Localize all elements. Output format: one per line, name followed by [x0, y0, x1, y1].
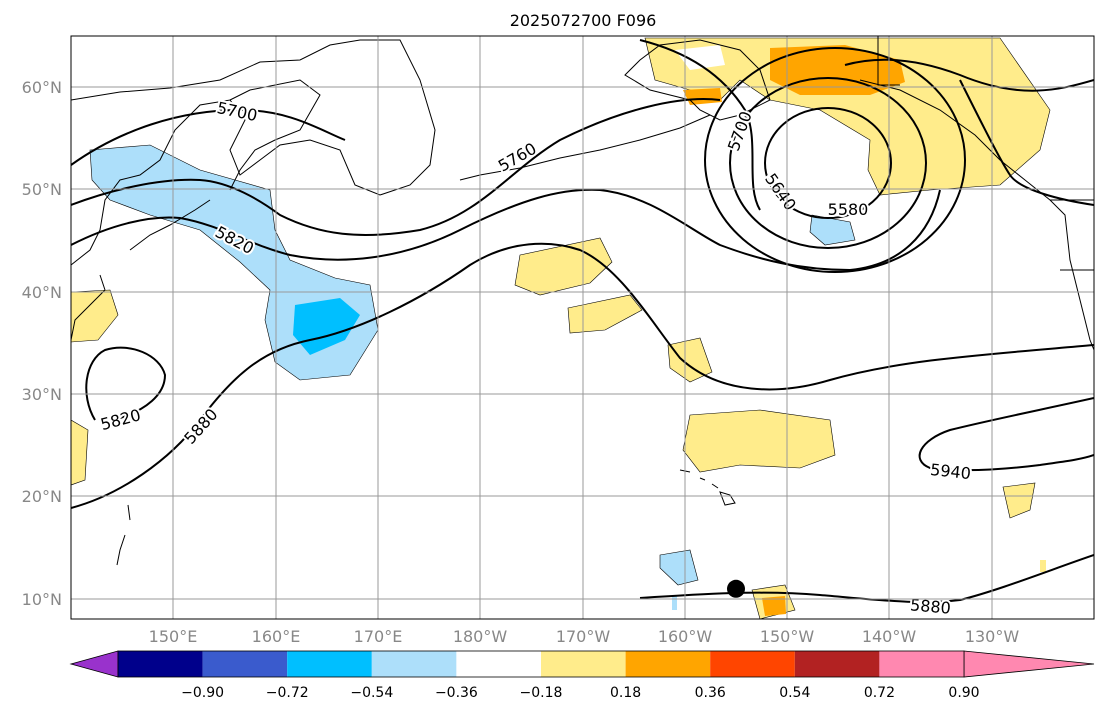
positive-anomaly-region	[567, 294, 643, 334]
storm-center-marker	[727, 579, 745, 598]
border-line	[877, 36, 1094, 271]
colorbar-frame	[117, 650, 965, 678]
colorbar-bin	[118, 651, 203, 677]
contour-5820-east	[959, 79, 1094, 206]
contour-5700-west	[71, 108, 346, 166]
colorbar-bin	[625, 651, 711, 677]
low-center-contour-1	[764, 107, 892, 219]
lat-tick-label: 50°N	[22, 180, 62, 199]
colorbar-tick-label: 0.72	[864, 685, 895, 701]
negative-anomaly-region	[809, 214, 856, 246]
colorbar-bin	[202, 651, 288, 677]
coastlines	[71, 36, 1094, 566]
contour-5940	[918, 397, 1094, 472]
colorbar-tick-label: 0.36	[695, 685, 726, 701]
colorbar-tick-label: −0.36	[435, 685, 478, 701]
strong-positive-anomaly-region	[683, 88, 722, 105]
map-title: 2025072700 F096	[510, 11, 657, 30]
height-contours	[71, 39, 1094, 604]
colorbar-bin	[879, 651, 964, 677]
lat-tick-label: 10°N	[22, 590, 62, 609]
lon-tick-label: 150°W	[760, 627, 815, 646]
lat-tick-label: 20°N	[22, 487, 62, 506]
lon-tick-label: 140°W	[862, 627, 917, 646]
negative-anomaly-region	[672, 596, 677, 610]
japan-coastline	[71, 274, 106, 341]
colorbar-tick-label: −0.18	[520, 685, 563, 701]
colorbar-ticks: −0.90 −0.72 −0.54 −0.36 −0.18 0.18 0.36 …	[181, 685, 979, 701]
contour-label: 5580	[828, 200, 869, 219]
colorbar-tick-label: 0.54	[779, 685, 810, 701]
lon-tick-label: 170°E	[354, 627, 403, 646]
longitude-labels: 150°E 160°E 170°E 180°W 170°W 160°W 150°…	[149, 627, 1020, 646]
positive-anomaly-region	[682, 409, 836, 473]
colorbar: −0.90 −0.72 −0.54 −0.36 −0.18 0.18 0.36 …	[69, 650, 1095, 701]
lon-tick-label: 170°W	[556, 627, 611, 646]
contour-5760-west	[71, 98, 721, 236]
shaded-anomalies	[71, 37, 1051, 619]
colorbar-tick-label: 0.90	[948, 685, 979, 701]
colorbar-tick-label: −0.54	[350, 685, 393, 701]
kuril-islands	[129, 199, 211, 251]
map-frame	[70, 35, 1095, 620]
lon-tick-label: 160°E	[252, 627, 301, 646]
latitude-labels: 60°N 50°N 40°N 30°N 20°N 10°N	[22, 78, 62, 609]
lon-tick-label: 160°W	[658, 627, 713, 646]
colorbar-tick-label: −0.72	[266, 685, 309, 701]
positive-anomaly-region	[71, 419, 89, 486]
contour-5700-east	[639, 39, 761, 211]
colorbar-bin	[371, 651, 457, 677]
colorbar-tick-label: −0.90	[181, 685, 224, 701]
positive-anomaly-region	[514, 237, 613, 296]
positive-anomaly-region	[1040, 560, 1046, 572]
contour-5820-south-loop	[85, 346, 167, 421]
colorbar-tick-label: 0.18	[610, 685, 641, 701]
colorbar-extend-low	[69, 650, 119, 678]
positive-anomaly-region	[667, 337, 713, 383]
lon-tick-label: 130°W	[965, 627, 1020, 646]
low-center-contour-3	[704, 47, 966, 273]
aleutian-islands	[459, 114, 711, 181]
strong-positive-anomaly-region	[762, 596, 786, 616]
colorbar-bin	[456, 651, 541, 677]
lon-tick-label: 180°W	[453, 627, 508, 646]
lat-tick-label: 60°N	[22, 78, 62, 97]
colorbar-bin	[794, 651, 880, 677]
colorbar-bin	[710, 651, 795, 677]
marianas-islands	[116, 504, 131, 566]
neutral-region	[675, 45, 725, 70]
gridlines	[71, 36, 1094, 619]
north-america-coastline	[859, 79, 1094, 351]
lat-tick-label: 40°N	[22, 283, 62, 302]
contour-5880	[71, 242, 1094, 509]
contour-5760-east	[844, 58, 1094, 92]
lat-tick-label: 30°N	[22, 385, 62, 404]
map-area: 5700 5760 5700 5640 5580 5820 5820 5880 …	[71, 36, 1094, 619]
colorbar-bin	[287, 651, 372, 677]
contour-5820	[71, 188, 941, 272]
colorbar-extend-high	[963, 650, 1095, 678]
positive-anomaly-region	[71, 289, 119, 343]
colorbar-bin	[541, 651, 626, 677]
contour-5880-south	[639, 554, 1094, 604]
positive-anomaly-region	[1002, 482, 1036, 519]
lon-tick-label: 150°E	[149, 627, 198, 646]
asia-coastline	[71, 39, 436, 266]
low-center-contour-2	[729, 77, 927, 249]
